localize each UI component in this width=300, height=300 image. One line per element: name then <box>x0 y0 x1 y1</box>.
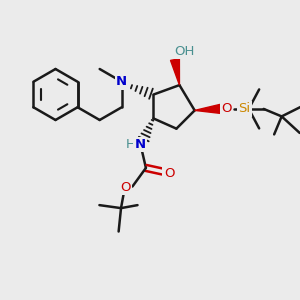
Text: N: N <box>116 75 127 88</box>
Text: O: O <box>121 181 131 194</box>
Polygon shape <box>170 59 179 85</box>
Polygon shape <box>195 104 220 113</box>
Text: Si: Si <box>238 102 250 116</box>
Text: OH: OH <box>174 45 194 58</box>
Text: O: O <box>164 167 174 179</box>
Text: O: O <box>221 102 232 115</box>
Text: N: N <box>134 138 146 151</box>
Text: H: H <box>125 138 135 151</box>
